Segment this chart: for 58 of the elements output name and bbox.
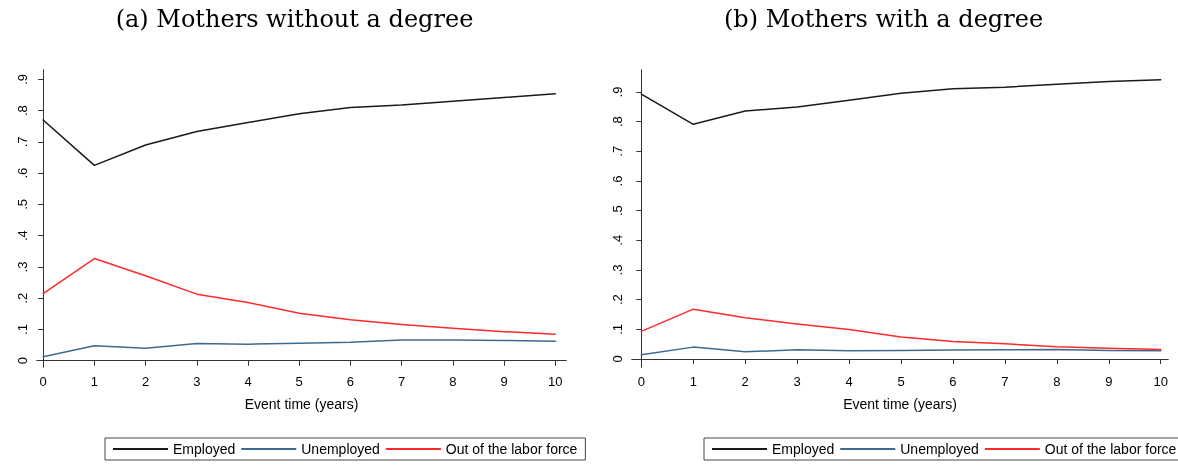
line-series — [640, 79, 1162, 126]
y-tick-label: .8 — [15, 105, 30, 117]
y-tick-label: .7 — [15, 136, 30, 148]
x-tick-label: 4 — [244, 374, 252, 389]
y-tick-label: .6 — [610, 175, 625, 187]
x-tick-label: 2 — [141, 374, 150, 389]
y-tick-label: .5 — [610, 205, 625, 217]
y-tick-label: .4 — [15, 230, 30, 242]
y-tick-label: .1 — [15, 324, 30, 335]
y-tick-label: .3 — [610, 264, 625, 276]
y-tick-label: 0 — [610, 355, 625, 363]
legend-label: Employed — [772, 441, 835, 457]
x-tick-label: 5 — [897, 374, 905, 389]
legend-label: Unemployed — [301, 441, 380, 457]
x-tick-label: 1 — [90, 374, 98, 389]
x-tick-label: 3 — [193, 374, 201, 389]
line-series — [42, 339, 556, 358]
line-series — [42, 93, 556, 167]
y-tick-label: .6 — [15, 167, 30, 179]
chart-title: (b) Mothers with a degree — [723, 5, 1044, 33]
line-series — [42, 257, 556, 335]
x-tick-label: 10 — [1153, 374, 1168, 389]
line-series — [640, 308, 1162, 351]
x-tick-label: 2 — [741, 374, 749, 389]
x-tick-label: 7 — [398, 374, 406, 389]
y-tick-label: 0 — [15, 357, 30, 365]
x-tick-label: 9 — [1105, 374, 1113, 389]
chart-title: (a) Mothers without a degree — [115, 5, 474, 33]
y-tick-label: .7 — [610, 145, 625, 157]
y-tick-label: .4 — [610, 234, 625, 246]
y-tick-label: .2 — [610, 294, 625, 306]
y-tick-label: .9 — [610, 86, 625, 98]
x-tick-label: 9 — [500, 374, 508, 389]
legend-label: Out of the labor force — [1044, 441, 1177, 457]
line-series — [640, 346, 1162, 356]
y-tick-label: .8 — [610, 116, 625, 128]
legend-label: Employed — [173, 441, 236, 457]
y-tick-label: .2 — [15, 292, 30, 304]
y-tick-label: .9 — [15, 73, 30, 85]
x-tick-label: 10 — [548, 374, 563, 389]
legend-label: Unemployed — [900, 441, 979, 457]
x-tick-label: 8 — [449, 374, 457, 389]
x-tick-label: 0 — [637, 374, 645, 389]
legend-label: Out of the labor force — [445, 441, 578, 457]
x-tick-label: 3 — [793, 374, 801, 389]
x-tick-label: 6 — [949, 374, 957, 389]
y-tick-label: .5 — [15, 199, 30, 210]
x-axis-title: Event time (years) — [244, 396, 359, 412]
x-tick-label: 8 — [1053, 374, 1061, 389]
x-tick-label: 1 — [689, 374, 697, 389]
x-tick-label: 5 — [295, 374, 303, 389]
y-tick-label: .1 — [610, 323, 625, 335]
x-tick-label: 7 — [1001, 374, 1009, 389]
x-tick-label: 0 — [39, 374, 47, 389]
x-tick-label: 4 — [845, 374, 853, 389]
x-tick-label: 6 — [346, 374, 355, 389]
y-tick-label: .3 — [15, 261, 30, 273]
x-axis-title: Event time (years) — [843, 396, 957, 412]
